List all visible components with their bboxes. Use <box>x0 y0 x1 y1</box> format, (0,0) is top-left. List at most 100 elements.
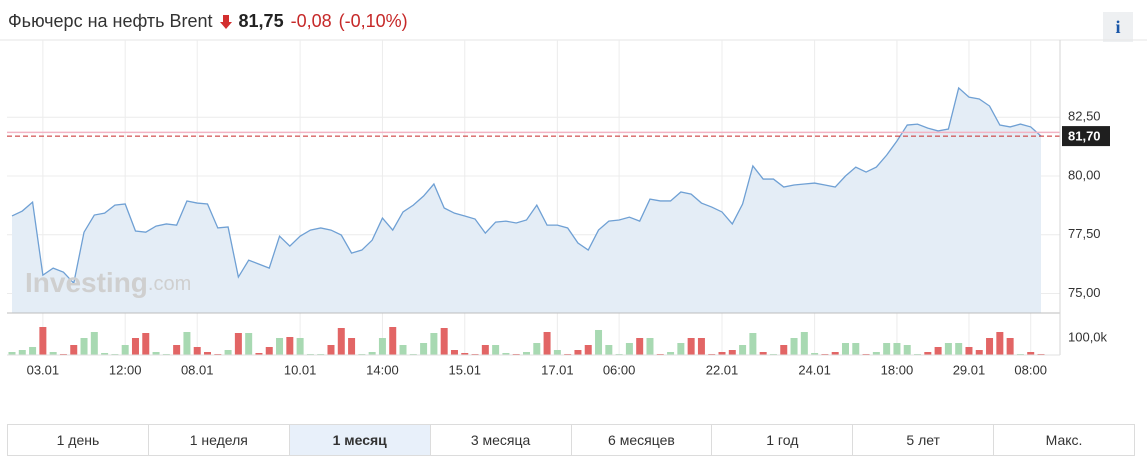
volume-bar <box>481 345 489 355</box>
volume-bar <box>131 337 139 355</box>
volume-bar <box>646 337 654 355</box>
volume-bar <box>687 337 695 355</box>
volume-bar <box>512 353 520 355</box>
volume-bar <box>893 342 901 355</box>
volume-bar <box>790 337 798 355</box>
volume-bar <box>18 350 26 355</box>
volume-bar <box>852 342 860 355</box>
volume-bar <box>574 350 582 355</box>
volume-bar <box>492 345 500 355</box>
volume-bar <box>728 350 736 355</box>
range-selector: 1 день 1 неделя 1 месяц 3 месяца 6 месяцев 1 … <box>7 424 1135 456</box>
volume-bar <box>934 346 942 355</box>
volume-bar <box>553 350 561 355</box>
volume-bar <box>183 331 191 355</box>
volume-bar <box>831 352 839 355</box>
volume-bar <box>378 337 386 355</box>
volume-bar <box>265 346 273 355</box>
volume-bar <box>718 352 726 355</box>
volume-bar <box>759 352 767 355</box>
volume-bar <box>1016 353 1024 355</box>
current-price-box <box>1062 126 1110 147</box>
volume-bar <box>90 331 98 355</box>
volume-bar <box>615 353 623 355</box>
volume-bar <box>955 342 963 355</box>
volume-bar <box>80 337 88 355</box>
volume-bar <box>471 353 479 355</box>
volume-bar <box>70 345 78 355</box>
volume-bar <box>667 352 675 355</box>
volume-bar <box>749 333 757 355</box>
volume-bar <box>39 326 47 355</box>
x-tick-label: 03.01 <box>27 362 60 377</box>
volume-bar <box>389 326 397 355</box>
price: 81,75 <box>238 11 284 31</box>
volume-bar <box>595 329 603 355</box>
volume-bar <box>224 350 232 355</box>
volume-bar <box>368 352 376 355</box>
volume-bar <box>358 353 366 355</box>
range-button[interactable]: 1 день <box>56 432 100 448</box>
watermark: Investing.com <box>25 267 191 298</box>
volume-bar <box>533 342 541 355</box>
volume-bar <box>461 352 469 355</box>
volume-bar <box>697 337 705 355</box>
volume-bar <box>605 345 613 355</box>
volume-bar <box>944 342 952 355</box>
range-button[interactable]: 1 год <box>711 425 852 455</box>
volume-bar <box>914 353 922 355</box>
volume-bar <box>49 352 57 355</box>
change: -0,08 <box>290 11 332 31</box>
x-tick-label: 14:00 <box>366 362 399 377</box>
x-tick-label: 06:00 <box>603 362 636 377</box>
volume-bar <box>841 342 849 355</box>
volume-bar <box>296 337 304 355</box>
volume-bar <box>1037 353 1045 355</box>
volume-bar <box>420 342 428 355</box>
y-tick-label: 80,00 <box>1068 167 1101 182</box>
range-button[interactable]: 1 неделя <box>147 425 289 455</box>
volume-bar <box>996 331 1004 355</box>
volume-bar <box>29 346 37 355</box>
volume-tick-label: 100,0k <box>1068 329 1108 344</box>
header: Фьючерс на нефть Brent 81,75 -0,08 (-0,1… <box>8 11 408 32</box>
watermark-brand: Investing <box>25 267 148 298</box>
title: Фьючерс на нефть Brent <box>8 11 213 31</box>
volume-bar <box>883 342 891 355</box>
range-button[interactable]: 6 месяцев <box>570 425 712 455</box>
volume-bar <box>234 333 242 355</box>
volume-bar <box>111 353 119 355</box>
volume-bar <box>152 352 160 355</box>
volume-bar <box>142 333 150 355</box>
volume-bar <box>317 353 325 355</box>
x-tick-label: 24.01 <box>798 362 831 377</box>
current-price-label: 81,70 <box>1068 129 1101 144</box>
volume-bar <box>677 342 685 355</box>
range-button[interactable]: 5 лет <box>852 425 993 455</box>
volume-bar <box>450 350 458 355</box>
info-button[interactable]: i <box>1103 12 1133 42</box>
change-percent: (-0,10%) <box>338 11 408 31</box>
volume-bar <box>440 328 448 355</box>
volume-bar <box>708 353 716 355</box>
volume-bar <box>656 353 664 355</box>
volume-bar <box>276 337 284 355</box>
volume-bar <box>584 345 592 355</box>
range-button[interactable]: 3 месяца <box>429 425 571 455</box>
volume-bar <box>162 353 170 355</box>
range-button[interactable]: 1 месяц <box>288 425 430 455</box>
volume-bar <box>399 345 407 355</box>
range-button[interactable]: Макс. <box>993 425 1134 455</box>
volume-bar <box>780 345 788 355</box>
volume-bar <box>430 333 438 355</box>
volume-bar <box>348 337 356 355</box>
volume-bar <box>8 352 16 355</box>
volume-bar <box>1006 337 1014 355</box>
volume-bar <box>811 352 819 355</box>
volume-bar <box>903 345 911 355</box>
volume-bar <box>769 353 777 355</box>
y-tick-label: 77,50 <box>1068 226 1101 241</box>
volume-bar <box>214 353 222 355</box>
volume-bar <box>306 353 314 355</box>
